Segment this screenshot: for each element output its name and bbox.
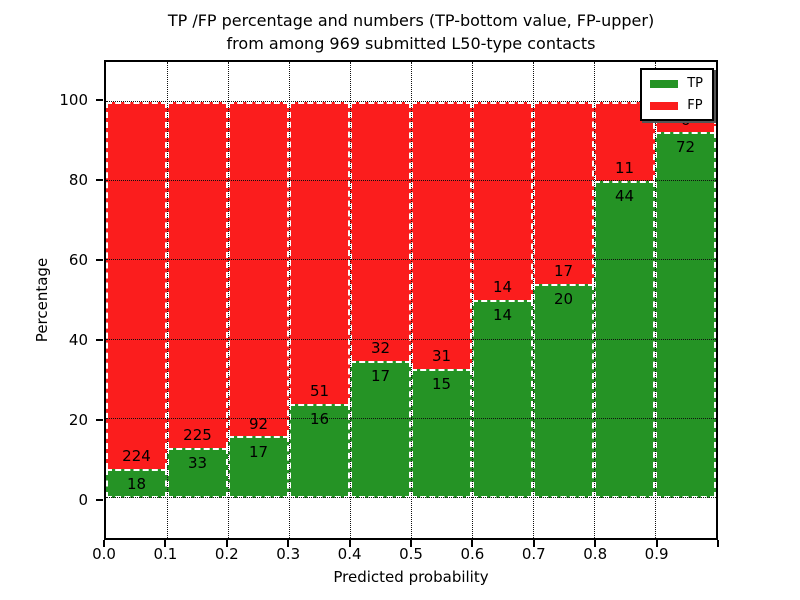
bar-tp-segment <box>289 403 350 499</box>
bar-tp-segment <box>350 360 411 499</box>
tp-swatch-icon <box>650 79 679 88</box>
x-tick-label: 0.4 <box>337 545 362 563</box>
x-tick-mark <box>655 540 658 547</box>
y-tick-label: 80 <box>68 171 88 189</box>
x-tick-mark <box>410 540 412 547</box>
bar-fp-segment <box>472 101 533 300</box>
bar-fp-segment <box>167 101 228 448</box>
chart-title: TP /FP percentage and numbers (TP-bottom… <box>104 9 718 55</box>
x-tick-label: 0.2 <box>214 545 239 563</box>
x-tick-mark <box>287 540 290 547</box>
legend-row-fp: FP <box>650 99 703 112</box>
bar-tp-segment <box>472 300 533 499</box>
y-tick-mark <box>96 499 103 502</box>
bar-fp-segment <box>228 101 289 437</box>
x-tick-labels: 0.0 0.1 0.2 0.3 0.4 0.5 0.6 0.7 0.8 0.9 <box>92 545 718 565</box>
x-tick-label: 0.6 <box>460 545 485 563</box>
y-tick-labels: 0 20 40 60 80 100 <box>0 60 96 540</box>
legend-row-tp: TP <box>650 77 703 90</box>
bars-layer <box>106 62 716 538</box>
chart-title-line1: TP /FP percentage and numbers (TP-bottom… <box>167 11 655 30</box>
legend-label-fp: FP <box>687 98 703 113</box>
y-tick-label: 100 <box>59 91 88 109</box>
x-tick-mark <box>532 540 535 547</box>
legend-label-tp: TP <box>687 76 703 91</box>
x-tick-label: 0.0 <box>92 545 116 563</box>
x-tick-label: 0.1 <box>153 545 178 563</box>
y-tick-mark <box>96 259 103 261</box>
chart-title-line2: from among 969 submitted L50-type contac… <box>226 34 596 53</box>
y-tick-label: 0 <box>78 491 88 510</box>
x-tick-label: 0.7 <box>521 545 546 563</box>
bar-tp-segment <box>106 468 167 499</box>
y-tick-label: 40 <box>68 331 88 349</box>
x-tick-label: 0.3 <box>276 545 301 563</box>
legend: TP FP <box>640 68 714 121</box>
plot-area: 2241822533921751163217311514141720114467… <box>104 60 718 540</box>
y-tick-mark <box>96 99 103 101</box>
x-tick-marks <box>103 540 719 548</box>
x-tick-label: 0.9 <box>644 545 669 563</box>
y-tick-label: 20 <box>68 411 88 429</box>
y-tick-mark <box>96 339 103 341</box>
y-tick-label: 60 <box>68 251 88 269</box>
bar-tp-segment <box>228 436 289 499</box>
bar-fp-segment <box>411 101 472 369</box>
x-tick-mark <box>103 540 105 547</box>
x-tick-mark <box>348 540 351 547</box>
x-tick-mark <box>225 540 228 547</box>
bar-tp-segment <box>411 369 472 499</box>
bar-fp-segment <box>106 101 167 469</box>
x-tick-label: 0.5 <box>399 545 423 563</box>
x-tick-mark <box>471 540 474 547</box>
y-tick-marks <box>96 60 104 540</box>
x-tick-mark <box>164 540 167 547</box>
fp-swatch-icon <box>650 101 679 110</box>
bar-fp-segment <box>350 101 411 361</box>
x-tick-mark <box>594 540 597 547</box>
bar-tp-segment <box>594 181 655 499</box>
x-tick-mark <box>717 540 719 547</box>
bar-fp-segment <box>289 101 350 404</box>
bar-tp-segment <box>533 283 594 499</box>
x-tick-label: 0.8 <box>583 545 608 563</box>
bar-fp-segment <box>533 101 594 284</box>
bar-tp-segment <box>655 132 716 499</box>
bar-tp-segment <box>167 447 228 499</box>
y-tick-mark <box>96 179 103 181</box>
y-tick-mark <box>96 419 103 421</box>
x-axis-label: Predicted probability <box>333 568 489 586</box>
